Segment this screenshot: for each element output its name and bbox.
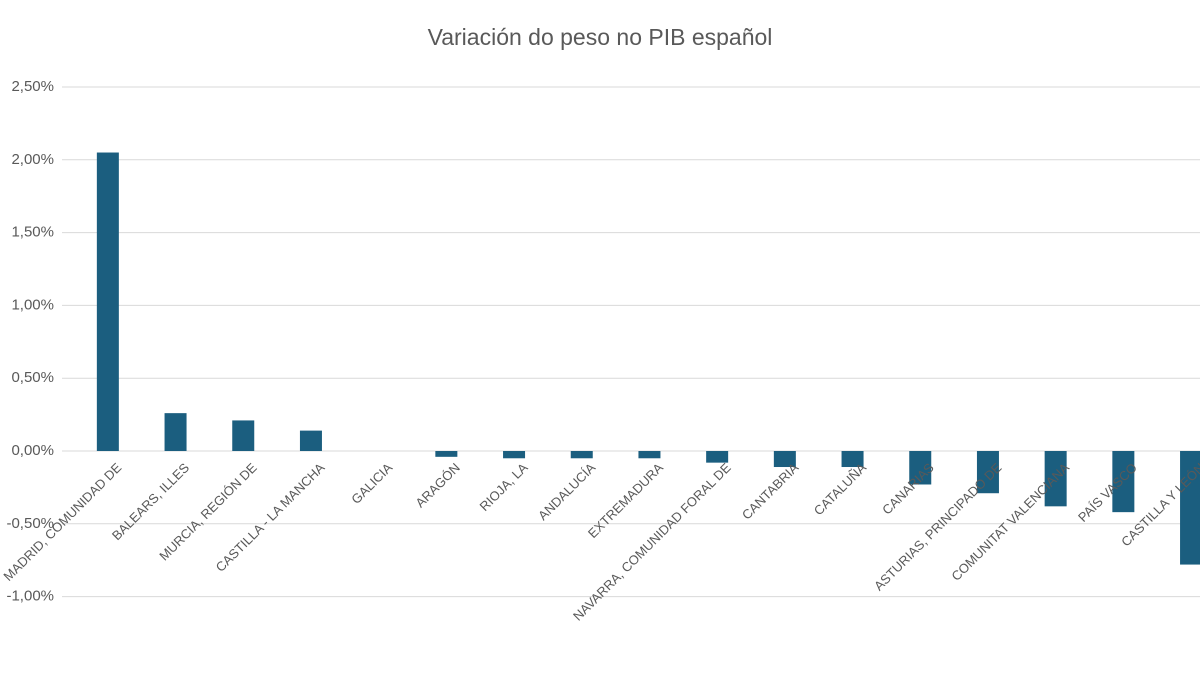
bar bbox=[638, 451, 661, 459]
bar bbox=[435, 451, 458, 457]
bar bbox=[503, 451, 526, 459]
y-tick-label: 0,50% bbox=[11, 369, 54, 386]
bar bbox=[1044, 451, 1067, 507]
x-tick-label: ANDALUCÍA bbox=[535, 460, 598, 523]
y-tick-label: -1,00% bbox=[6, 588, 54, 605]
bar bbox=[976, 451, 999, 494]
x-tick-label: ASTURIAS, PRINCIPADO DE bbox=[871, 460, 1005, 594]
bar bbox=[909, 451, 932, 485]
bar bbox=[773, 451, 796, 468]
x-tick-label: CASTILLA - LA MANCHA bbox=[213, 460, 328, 575]
x-tick-label: ARAGÓN bbox=[412, 460, 462, 510]
x-tick-label: CATALUÑA bbox=[811, 460, 870, 519]
y-tick-label: 0,00% bbox=[11, 442, 54, 459]
bar bbox=[706, 451, 729, 463]
y-tick-label: -0,50% bbox=[6, 515, 54, 532]
bar bbox=[299, 430, 322, 451]
y-tick-label: 2,50% bbox=[11, 78, 54, 95]
bar bbox=[841, 451, 864, 468]
x-tick-label: RIOJA, LA bbox=[477, 460, 531, 514]
bar bbox=[1112, 451, 1135, 513]
bar bbox=[570, 451, 593, 459]
y-tick-label: 1,50% bbox=[11, 224, 54, 241]
bar bbox=[96, 152, 119, 451]
bar bbox=[1180, 451, 1200, 565]
x-tick-label: GALICIA bbox=[348, 460, 395, 507]
y-tick-label: 1,00% bbox=[11, 296, 54, 313]
x-tick-label: CANARIAS bbox=[879, 460, 937, 518]
x-tick-label: CANTABRIA bbox=[739, 460, 802, 523]
chart-title: Variación do peso no PIB español bbox=[428, 24, 773, 50]
bar bbox=[164, 413, 187, 451]
y-tick-label: 2,00% bbox=[11, 151, 54, 168]
x-tick-label: COMUNITAT VALENCIANA bbox=[948, 460, 1072, 584]
bar bbox=[232, 420, 255, 451]
